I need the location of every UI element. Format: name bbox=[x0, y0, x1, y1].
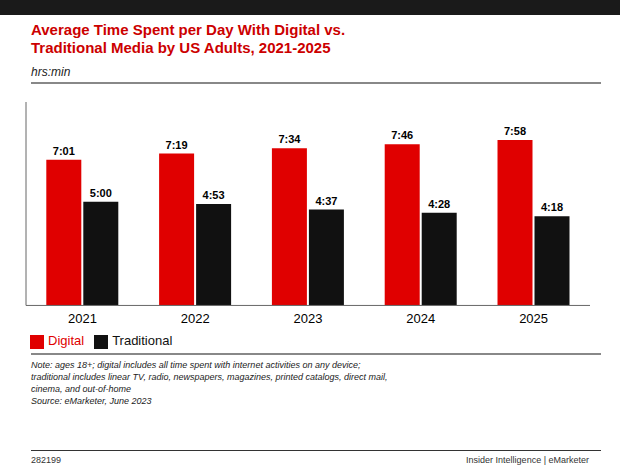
svg-text:7:46: 7:46 bbox=[391, 129, 413, 141]
html-text:Digital: Digital bbox=[48, 333, 85, 349]
html-text:Insider Intelligence | eMarket: Insider Intelligence | eMarketer bbox=[466, 455, 589, 465]
svg-text:2024: 2024 bbox=[406, 311, 435, 326]
svg-text:5:00: 5:00 bbox=[90, 187, 112, 199]
svg-text:2025: 2025 bbox=[519, 311, 548, 326]
svg-text:4:28: 4:28 bbox=[428, 198, 450, 210]
svg-text:2021: 2021 bbox=[68, 311, 97, 326]
svg-text:7:19: 7:19 bbox=[166, 139, 188, 151]
svg-text:4:37: 4:37 bbox=[315, 195, 337, 207]
html-text:hrs:min: hrs:min bbox=[31, 65, 71, 79]
html-text:Traditional: Traditional bbox=[112, 333, 173, 349]
html-text:Average Time Spent per Day Wit: Average Time Spent per Day With Digital … bbox=[31, 21, 346, 56]
svg-text:2022: 2022 bbox=[181, 311, 210, 326]
html-text:282199: 282199 bbox=[31, 455, 61, 465]
svg-text:7:58: 7:58 bbox=[504, 125, 526, 137]
svg-text:2023: 2023 bbox=[294, 311, 323, 326]
svg-text:7:01: 7:01 bbox=[53, 145, 75, 157]
svg-text:7:34: 7:34 bbox=[278, 133, 301, 145]
svg-text:4:53: 4:53 bbox=[203, 189, 225, 201]
svg-text:4:18: 4:18 bbox=[541, 201, 563, 213]
html-text:Note: ages 18+; digital includ: Note: ages 18+; digital includes all tim… bbox=[31, 360, 388, 406]
